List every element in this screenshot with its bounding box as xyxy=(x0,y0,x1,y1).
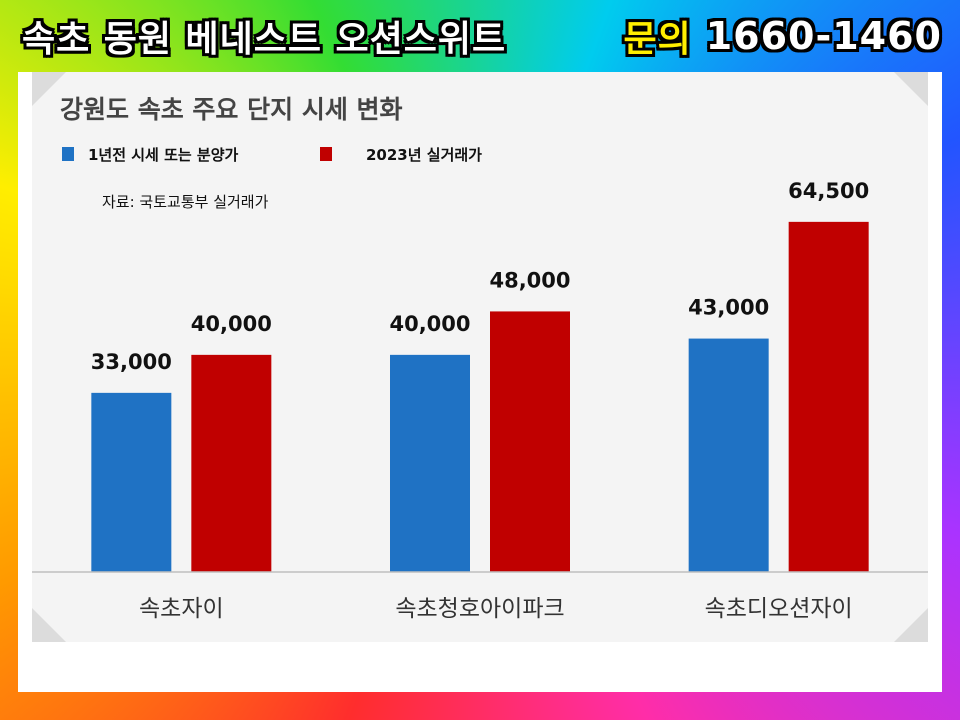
contact-info: 문의 1660-1460 xyxy=(623,10,942,62)
banner-title: 속초 동원 베네스트 오션스위트 xyxy=(22,19,507,60)
legend-label-1: 1년전 시세 또는 분양가 xyxy=(88,146,239,164)
source-note: 자료: 국토교통부 실거래가 xyxy=(102,193,269,211)
data-label: 48,000 xyxy=(489,268,570,292)
legend-swatch-1 xyxy=(62,147,74,161)
bar-previous-2 xyxy=(390,354,470,572)
data-label: 40,000 xyxy=(389,312,470,336)
bar-current-1 xyxy=(191,354,272,572)
data-label: 33,000 xyxy=(91,350,172,374)
chart-title: 강원도 속초 주요 단지 시세 변화 xyxy=(60,95,403,124)
data-label: 43,000 xyxy=(688,296,769,320)
bar-chart: 강원도 속초 주요 단지 시세 변화 1년전 시세 또는 분양가 2023년 실… xyxy=(32,95,928,622)
x-tick-label: 속초자이 xyxy=(139,596,224,622)
chart-area: 강원도 속초 주요 단지 시세 변화 1년전 시세 또는 분양가 2023년 실… xyxy=(32,72,928,642)
x-tick-label: 속초청호아이파크 xyxy=(395,596,564,622)
bar-previous-3 xyxy=(688,338,769,572)
bar-current-2 xyxy=(490,311,570,572)
bar-previous-1 xyxy=(91,392,172,572)
legend-label-2: 2023년 실거래가 xyxy=(366,146,482,164)
data-label: 64,500 xyxy=(788,179,869,203)
data-label: 40,000 xyxy=(191,312,272,336)
legend-swatch-2 xyxy=(320,147,332,161)
corner-decoration xyxy=(32,608,66,642)
bars-group: 33,000 40,000 40,000 48,000 43,000 64,500 xyxy=(91,179,869,572)
contact-label: 문의 xyxy=(623,19,692,60)
content-panel: 강원도 속초 주요 단지 시세 변화 1년전 시세 또는 분양가 2023년 실… xyxy=(18,72,942,692)
header-banner: 속초 동원 베네스트 오션스위트 문의 1660-1460 xyxy=(0,0,960,72)
corner-decoration xyxy=(894,72,928,106)
corner-decoration xyxy=(894,608,928,642)
corner-decoration xyxy=(32,72,66,106)
bar-current-3 xyxy=(788,221,869,572)
x-tick-label: 속초디오션자이 xyxy=(705,596,853,622)
phone-number[interactable]: 1660-1460 xyxy=(705,14,942,58)
x-axis-ticks: 속초자이 속초청호아이파크 속초디오션자이 xyxy=(139,596,853,622)
